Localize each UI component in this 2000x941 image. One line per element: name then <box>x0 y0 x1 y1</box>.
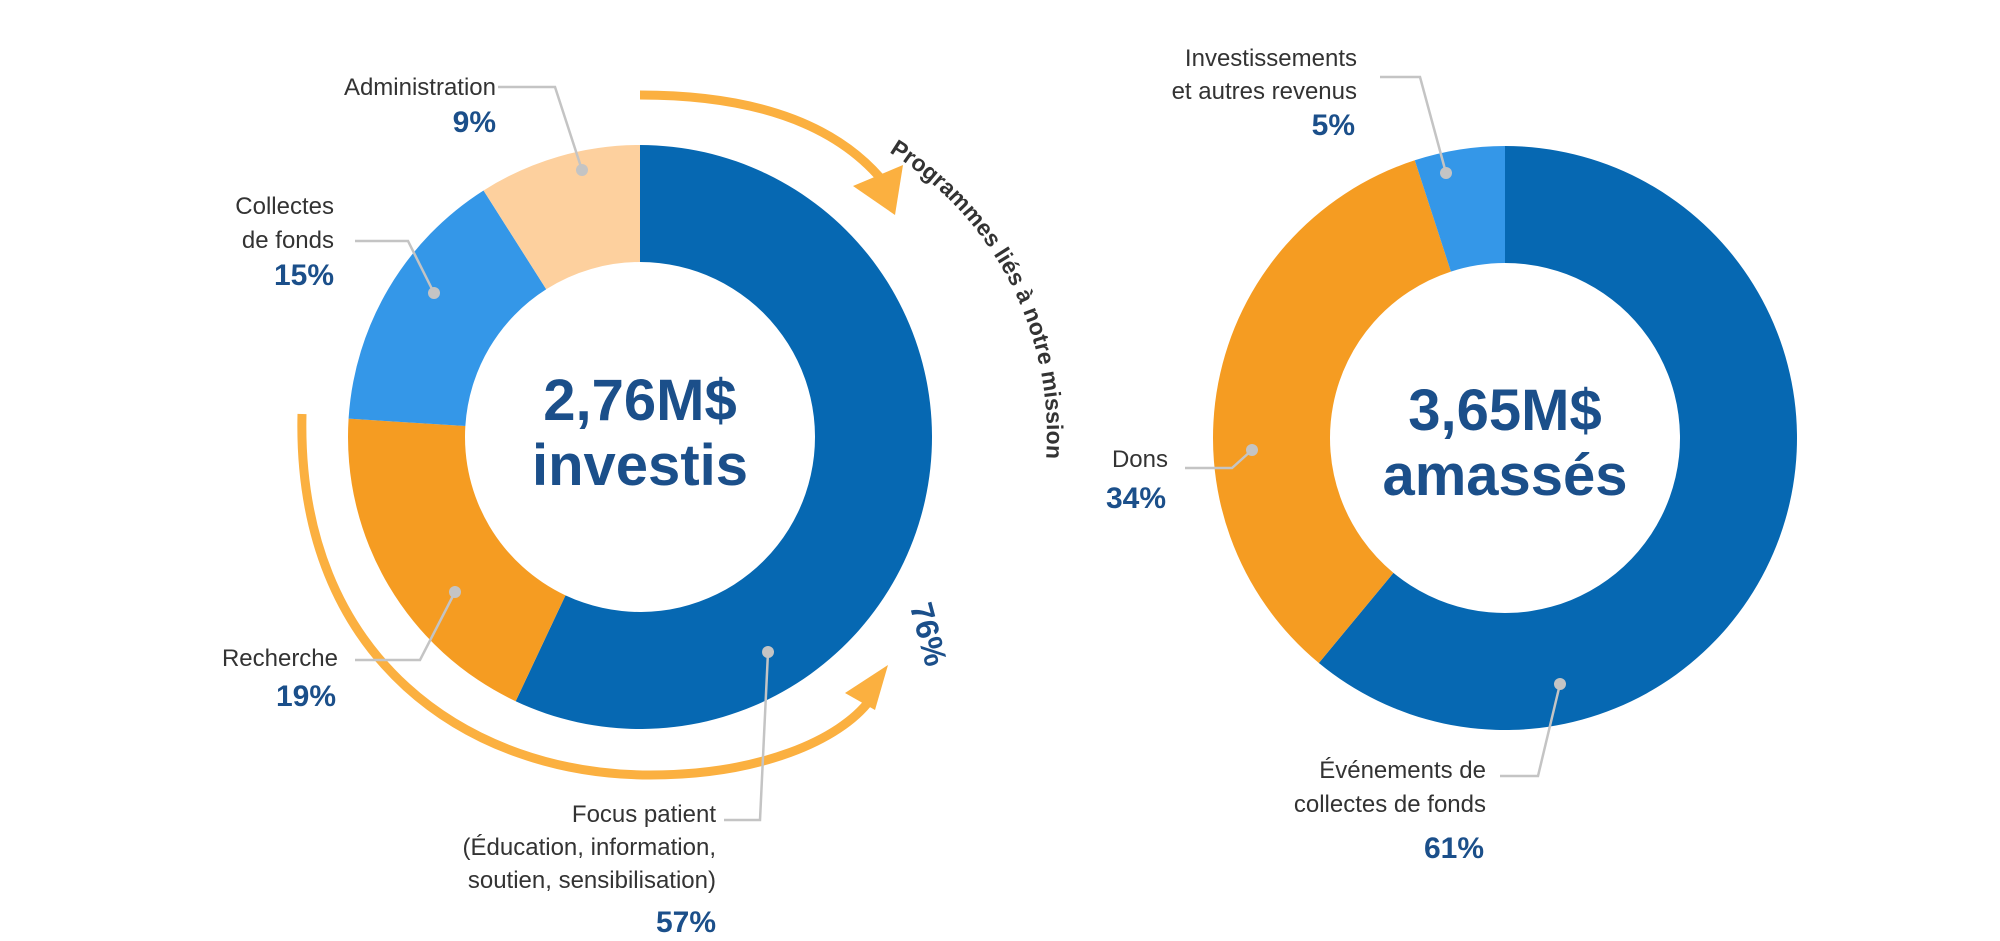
label-recherche: Recherche 19% <box>222 645 338 713</box>
leader-dons <box>1185 449 1253 470</box>
label-dons: Dons 34% <box>1106 446 1168 515</box>
leader-administration <box>498 85 584 171</box>
label-focus-patient: Focus patient (Éducation, information, s… <box>463 801 717 939</box>
donut-investis-slices <box>348 145 933 729</box>
label-evenements-value: 61% <box>1424 832 1484 865</box>
leader-dot-dons <box>1246 444 1258 456</box>
leader-recherche <box>355 591 457 662</box>
label-investissements-value: 5% <box>1312 109 1355 142</box>
chart-investis: Programmes liés à notre mission 76% 2,76… <box>222 74 1068 939</box>
label-collectes-de-fonds: Collectes de fonds 15% <box>235 193 334 292</box>
center-label-investis-line1: 2,76M$ <box>543 368 736 433</box>
center-label-amasses-line2: amassés <box>1382 443 1627 508</box>
mission-arrow-bottom <box>297 413 874 780</box>
mission-percent: 76% <box>903 599 954 670</box>
label-administration-value: 9% <box>453 106 496 139</box>
label-dons-name: Dons <box>1112 446 1168 473</box>
donut-slice-administration <box>483 145 640 290</box>
donut-slice-collectes <box>348 190 547 427</box>
donut-slice-investissements <box>1414 146 1505 272</box>
label-evenements-line2: collectes de fonds <box>1294 791 1486 818</box>
label-evenements: Événements de collectes de fonds 61% <box>1294 757 1486 865</box>
label-focus-value: 57% <box>656 906 716 939</box>
label-focus-line2: (Éducation, information, <box>463 834 716 861</box>
donut-slice-focus-patient <box>515 145 933 729</box>
leader-dot-administration <box>576 164 588 176</box>
label-evenements-line1: Événements de <box>1319 757 1486 784</box>
leader-dot-focus-patient <box>762 646 774 658</box>
donut-slice-evenements-de <box>1318 146 1797 731</box>
leader-focus-patient <box>724 651 770 822</box>
label-collectes-value: 15% <box>274 259 334 292</box>
center-label-amasses-line1: 3,65M$ <box>1408 378 1601 443</box>
donut-slice-recherche <box>348 418 566 702</box>
leader-dot-investissements <box>1440 167 1452 179</box>
donut-amasses-slices <box>1212 146 1797 731</box>
label-investissements-line1: Investissements <box>1185 45 1357 72</box>
mission-arrowhead-top-icon <box>853 165 903 215</box>
center-label-investis-line2: investis <box>532 433 748 498</box>
label-recherche-name: Recherche <box>222 645 338 672</box>
label-collectes-line1: Collectes <box>235 193 334 220</box>
label-recherche-value: 19% <box>276 680 336 713</box>
leader-dot-evenements <box>1554 678 1566 690</box>
chart-amasses: 3,65M$ amassés Investissements et autres… <box>1106 45 1797 865</box>
label-focus-line3: soutien, sensibilisation) <box>468 867 716 894</box>
label-focus-line1: Focus patient <box>572 801 716 828</box>
label-collectes-line2: de fonds <box>242 227 334 254</box>
label-administration-name: Administration <box>344 74 496 101</box>
donut-slice-dons <box>1212 160 1451 663</box>
label-dons-value: 34% <box>1106 482 1166 515</box>
mission-arrowhead-bottom-icon <box>845 665 888 710</box>
leader-evenements <box>1500 683 1562 778</box>
mission-arrow-top <box>639 90 894 193</box>
mission-bracket <box>297 90 903 780</box>
label-investissements: Investissements et autres revenus 5% <box>1172 45 1357 142</box>
label-investissements-line2: et autres revenus <box>1172 78 1357 105</box>
leader-investissements <box>1380 75 1448 174</box>
leader-collectes <box>355 239 436 294</box>
leader-dot-recherche <box>449 586 461 598</box>
label-administration: Administration 9% <box>344 74 496 139</box>
leader-dot-collectes <box>428 287 440 299</box>
